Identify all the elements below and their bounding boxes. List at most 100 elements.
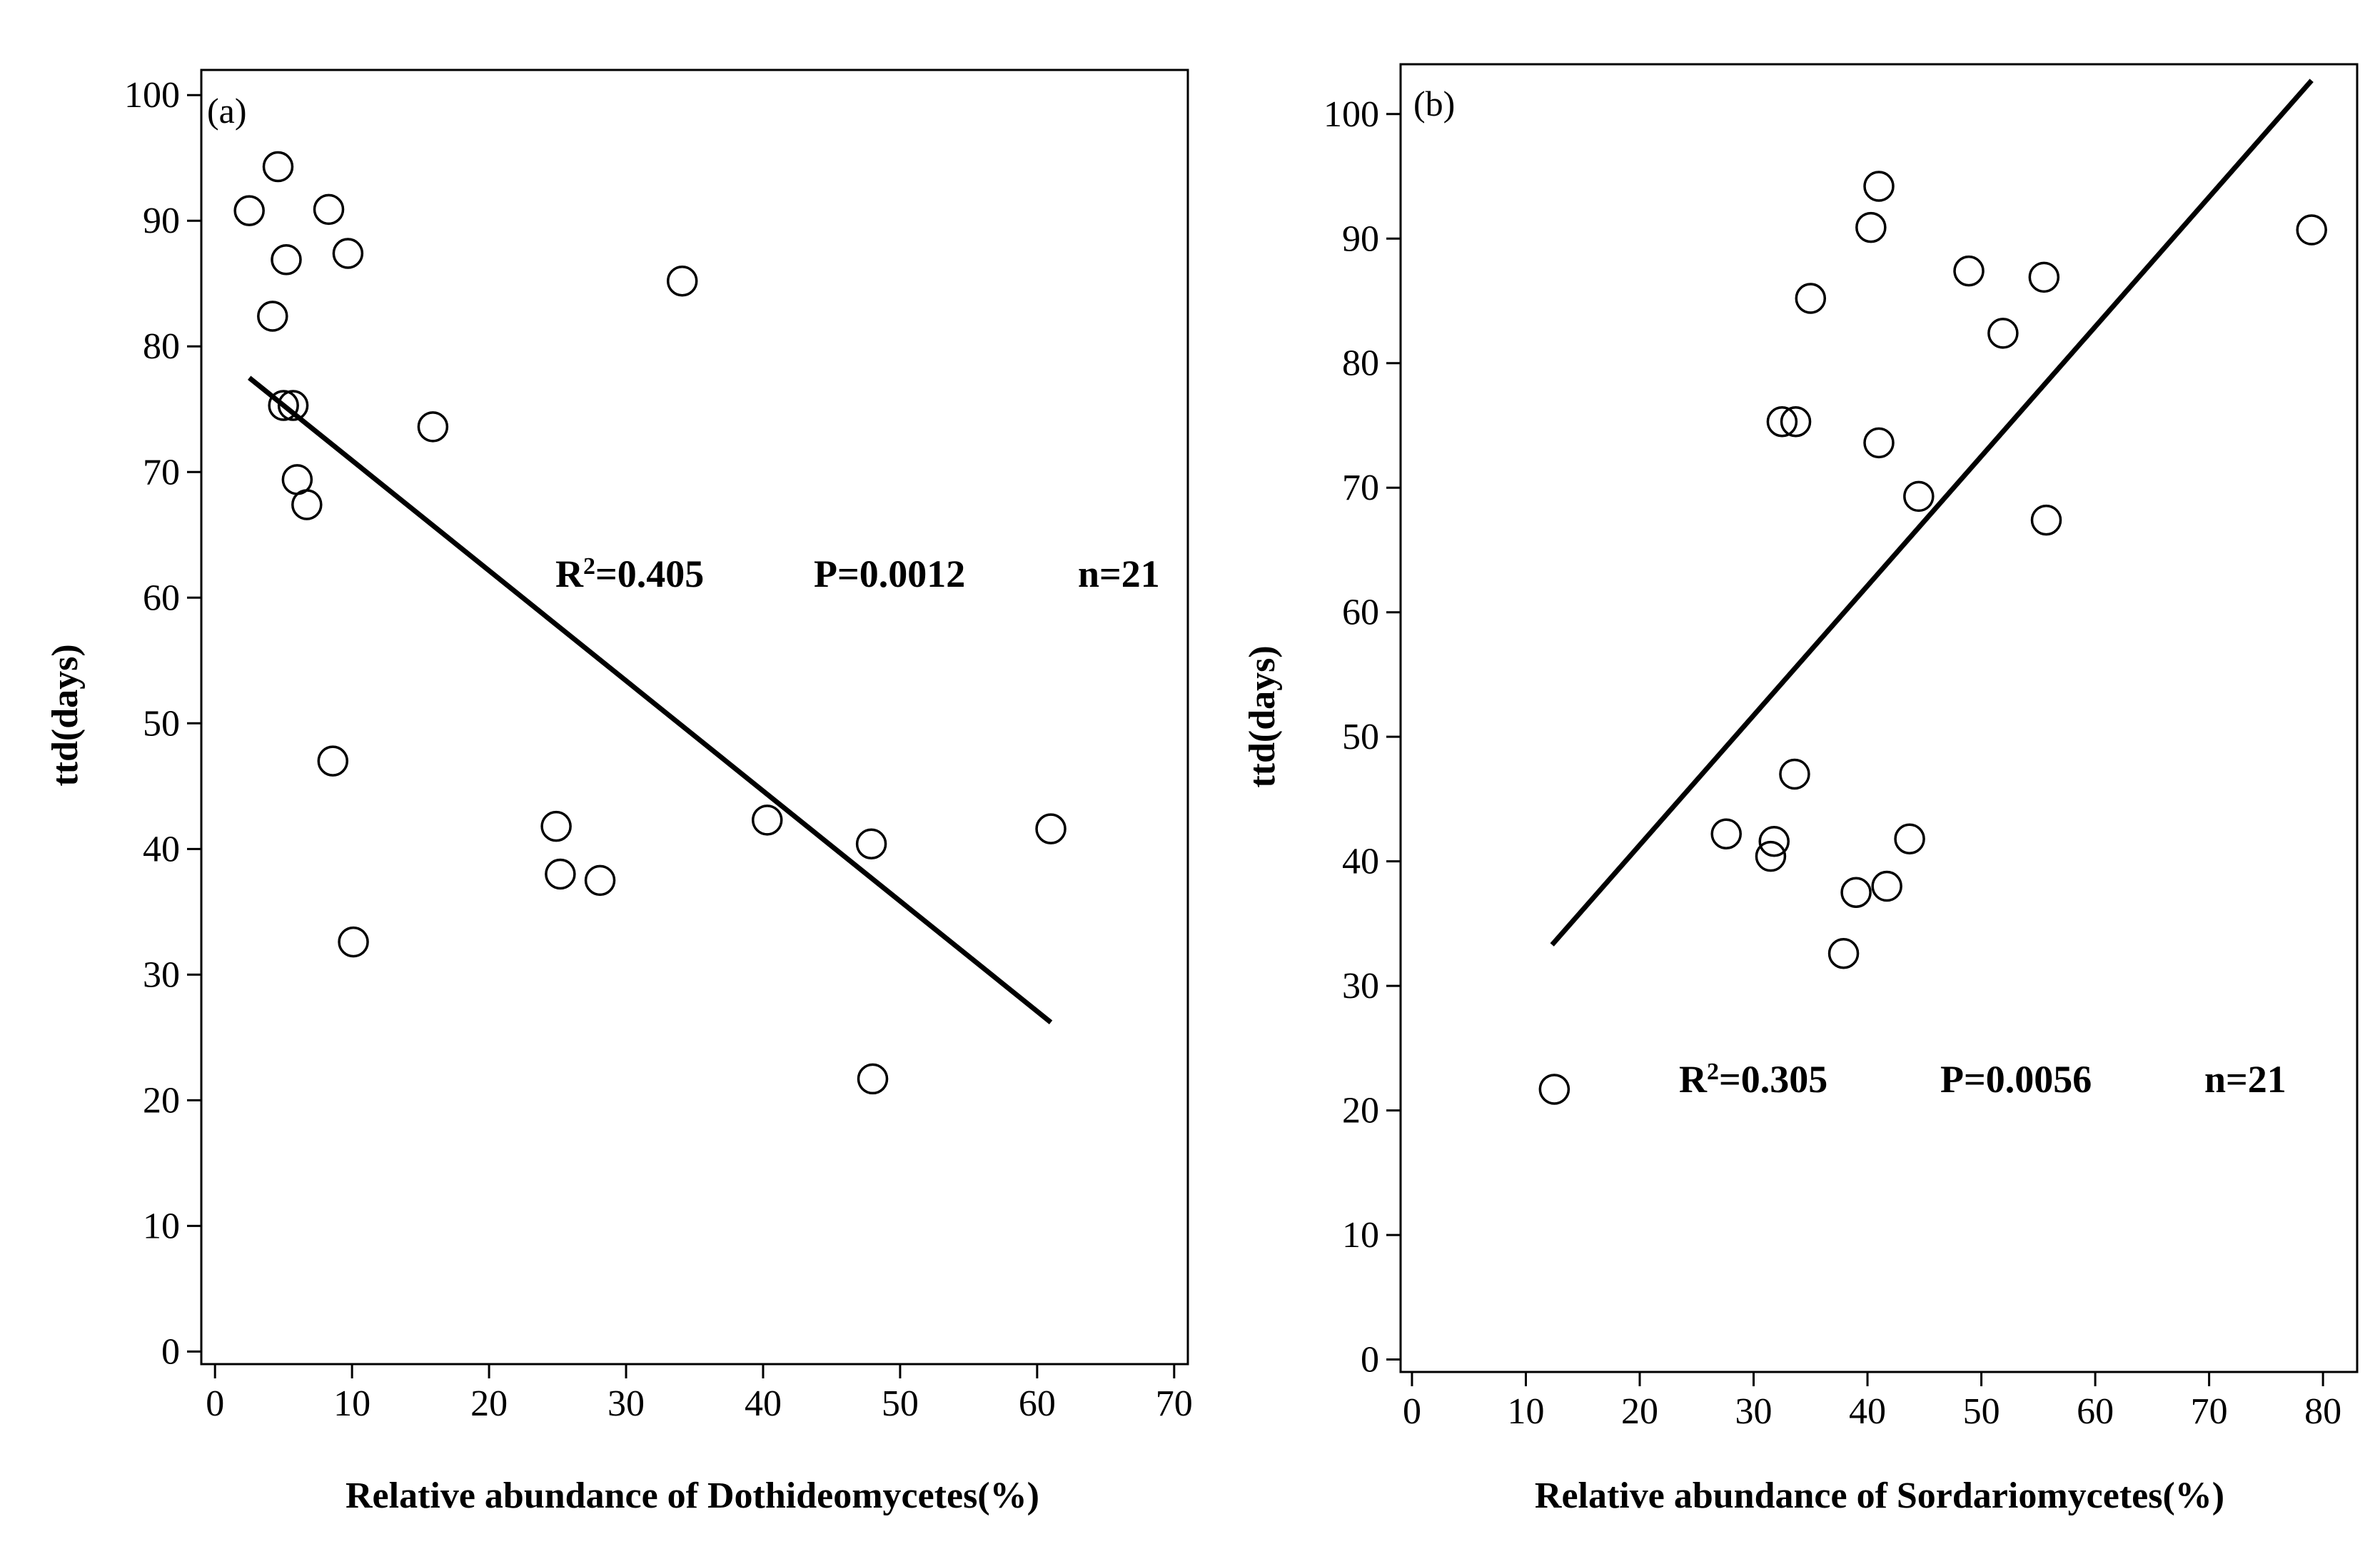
panel-a-y-tick-label-50: 50 bbox=[143, 703, 180, 744]
panel-a-data-point bbox=[332, 238, 364, 269]
panel-b-sample-size: n=21 bbox=[2204, 1058, 2286, 1101]
panel-b-y-tick-label-80: 80 bbox=[1342, 343, 1379, 384]
panel-a-trendline-group bbox=[247, 375, 1053, 1024]
panel-a-data-point bbox=[313, 193, 345, 226]
panel-a-data-point bbox=[545, 858, 576, 890]
panel-a-r-squared-exponent: 2 bbox=[583, 553, 595, 580]
panel-b-y-tick-label-0: 0 bbox=[1361, 1340, 1379, 1381]
panel-b-data-point bbox=[1840, 877, 1872, 909]
panel-a-plot-frame bbox=[200, 69, 1189, 1366]
panel-a-y-tick-label-90: 90 bbox=[143, 201, 180, 241]
panel-a-x-tick-label-30: 30 bbox=[607, 1383, 645, 1424]
panel-a-y-tick-label-70: 70 bbox=[143, 452, 180, 493]
panel-a-data-point bbox=[277, 390, 309, 421]
panel-a-y-tick-label-40: 40 bbox=[143, 829, 180, 869]
panel-a-x-tick-label-10: 10 bbox=[333, 1383, 370, 1424]
panel-a-x-axis-title: Relative abundance of Dothideomycetes(%) bbox=[346, 1475, 1039, 1516]
panel-b-data-point bbox=[2296, 214, 2327, 246]
panel-a-x-tick-label-60: 60 bbox=[1019, 1383, 1056, 1424]
panel-a-data-point bbox=[666, 265, 698, 297]
panel-a-data-point bbox=[233, 195, 265, 226]
panel-b-y-tick-label-70: 70 bbox=[1342, 468, 1379, 508]
panel-b-data-point bbox=[1710, 818, 1742, 850]
panel-a-data-point bbox=[540, 810, 572, 842]
panel-a-data-point bbox=[262, 151, 294, 183]
panel-b-data-point bbox=[1855, 211, 1887, 243]
panel-a-p-value: P=0.0012 bbox=[814, 552, 965, 595]
panel-b-x-tick-label-50: 50 bbox=[1963, 1391, 2000, 1432]
panel-a-data-point bbox=[291, 489, 323, 520]
panel-b-y-tick-label-50: 50 bbox=[1342, 717, 1379, 757]
panel-a-x-tick-label-0: 0 bbox=[206, 1383, 224, 1424]
panel-b-data-point bbox=[1827, 938, 1860, 969]
panel-b-data-point bbox=[2030, 504, 2062, 536]
panel-b-x-tick-label-60: 60 bbox=[2077, 1391, 2114, 1432]
panel-b-data-point bbox=[2028, 261, 2060, 293]
panel-b-data-point bbox=[1538, 1074, 1570, 1105]
panel-a-sample-size: n=21 bbox=[1078, 552, 1160, 595]
panel-b-y-axis-title: ttd(days) bbox=[1242, 645, 1283, 787]
panel-a-y-tick-label-100: 100 bbox=[124, 75, 180, 116]
panel-b-x-tick-label-20: 20 bbox=[1621, 1391, 1658, 1432]
panel-b-x-tick-label-70: 70 bbox=[2191, 1391, 2228, 1432]
panel-b-data-point bbox=[1863, 427, 1895, 459]
panel-a-points bbox=[233, 151, 1067, 1095]
panel-b-x-tick-label-30: 30 bbox=[1735, 1391, 1773, 1432]
panel-a-data-point bbox=[317, 745, 349, 777]
panel-a-data-point bbox=[338, 926, 369, 958]
panel-a: 0 10 20 30 40 50 60 70 0 10 20 30 40 50 60 70 80 90 100 (a… bbox=[45, 69, 1193, 1516]
panel-a-data-point bbox=[584, 864, 616, 897]
panel-b-x-axis-title: Relative abundance of Sordariomycetes(%) bbox=[1535, 1475, 2224, 1516]
panel-a-data-point bbox=[857, 1063, 889, 1095]
panel-a-x-tick-label-50: 50 bbox=[882, 1383, 919, 1424]
panel-b-data-point bbox=[1871, 870, 1902, 902]
panel-a-data-point bbox=[257, 301, 288, 332]
panel-a-data-point bbox=[1035, 813, 1067, 844]
panel-a-y-tick-label-20: 20 bbox=[143, 1080, 180, 1121]
panel-b-data-point bbox=[1766, 405, 1798, 438]
panel-a-data-point bbox=[751, 804, 783, 836]
panel-b-trendline bbox=[1550, 79, 2314, 947]
panel-b-x-tick-label-40: 40 bbox=[1849, 1391, 1886, 1432]
panel-a-data-point bbox=[417, 411, 449, 443]
panel-b-x-tick-label-0: 0 bbox=[1403, 1391, 1421, 1432]
panel-b-r-squared-exponent: 2 bbox=[1707, 1059, 1719, 1085]
panel-a-y-axis-title: ttd(days) bbox=[45, 644, 86, 786]
panel-b-data-point bbox=[1863, 171, 1895, 202]
panel-b-p-value: P=0.0056 bbox=[1940, 1058, 2092, 1101]
panel-a-data-point bbox=[268, 390, 299, 421]
panel-b-data-point bbox=[1903, 480, 1935, 513]
panel-a-r-squared-prefix: R bbox=[555, 552, 584, 595]
panel-b-data-point bbox=[1779, 758, 1810, 790]
panel-b-data-point bbox=[1953, 255, 1985, 287]
panel-a-y-tick-label-0: 0 bbox=[161, 1331, 180, 1372]
panel-b-y-tick-label-100: 100 bbox=[1323, 94, 1379, 135]
panel-b-y-tick-label-90: 90 bbox=[1342, 218, 1379, 259]
panel-a-y-tick-label-80: 80 bbox=[143, 326, 180, 367]
panel-b-r-squared: R2=0.305 bbox=[1679, 1058, 1827, 1101]
panel-b-y-tick-label-30: 30 bbox=[1342, 966, 1379, 1006]
panel-a-r-squared-value: =0.405 bbox=[595, 552, 704, 595]
panel-a-data-point bbox=[271, 244, 302, 276]
panel-b-trendline-group bbox=[1550, 79, 2314, 947]
panel-b-x-tick-label-10: 10 bbox=[1507, 1391, 1544, 1432]
panel-a-r-squared: R2=0.405 bbox=[555, 552, 704, 595]
panel-b-data-point bbox=[1894, 823, 1925, 854]
panel-b-label: (b) bbox=[1413, 84, 1455, 123]
panel-a-trendline bbox=[247, 375, 1053, 1024]
panel-b-data-point bbox=[1755, 840, 1787, 872]
panel-b-points bbox=[1538, 171, 2327, 1105]
panel-a-data-point bbox=[855, 828, 887, 860]
panel-a-y-tick-label-10: 10 bbox=[143, 1206, 180, 1246]
panel-b-x-tick-label-80: 80 bbox=[2304, 1391, 2341, 1432]
panel-b-y-tick-label-40: 40 bbox=[1342, 842, 1379, 882]
panel-a-y-tick-label-30: 30 bbox=[143, 954, 180, 995]
panel-a-x-tick-label-70: 70 bbox=[1156, 1383, 1193, 1424]
panel-b-data-point bbox=[1795, 283, 1827, 314]
panel-b-data-point bbox=[1987, 318, 2019, 349]
panel-b: 0 10 20 30 40 50 60 70 800102030405060708090100 … bbox=[1242, 63, 2359, 1516]
panel-a-label: (a) bbox=[207, 91, 247, 131]
panel-b-y-tick-label-10: 10 bbox=[1342, 1215, 1379, 1256]
